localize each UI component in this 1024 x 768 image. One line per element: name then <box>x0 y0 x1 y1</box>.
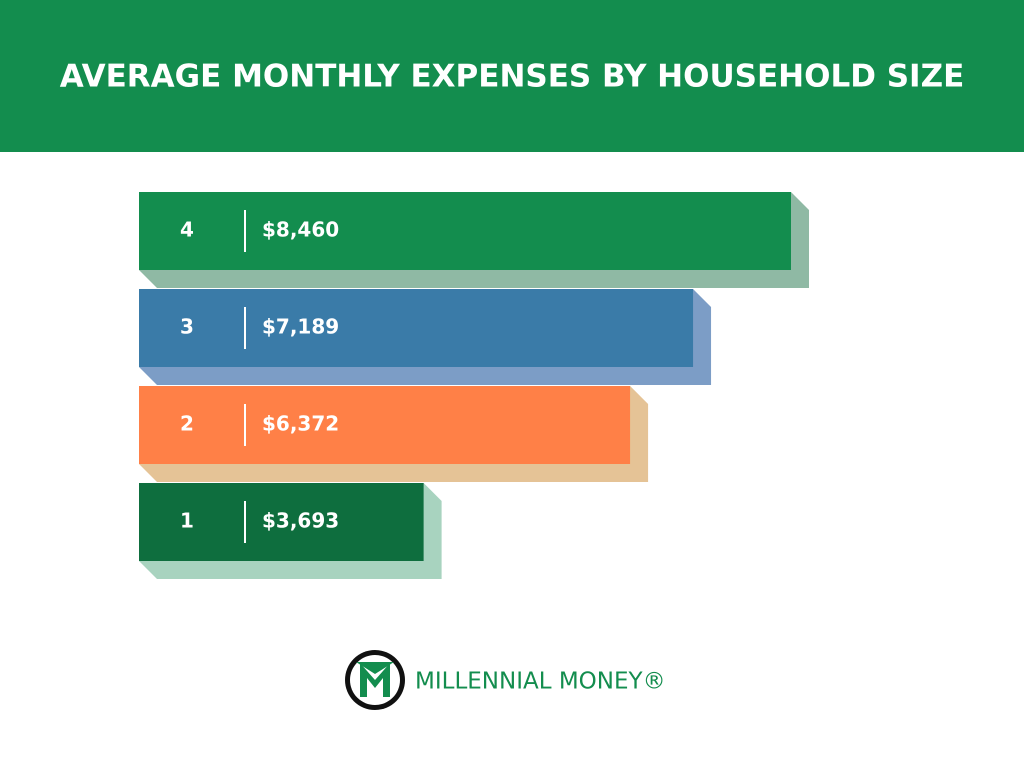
category-label: 1 <box>180 509 194 533</box>
value-label: $7,189 <box>262 315 339 339</box>
category-label: 2 <box>180 412 194 436</box>
category-label: 3 <box>180 315 194 339</box>
bar <box>139 289 694 367</box>
logo <box>345 650 405 710</box>
logo-v <box>356 662 394 674</box>
value-label: $3,693 <box>262 509 339 533</box>
chart-title: AVERAGE MONTHLY EXPENSES BY HOUSEHOLD SI… <box>60 59 965 95</box>
brand-name: MILLENNIAL MONEY® <box>415 669 666 695</box>
header-band <box>0 0 1024 152</box>
category-label: 4 <box>180 218 194 242</box>
logo-m <box>360 663 390 697</box>
bar <box>139 483 424 561</box>
value-label: $8,460 <box>262 218 339 242</box>
bar <box>139 192 791 270</box>
value-label: $6,372 <box>262 412 339 436</box>
bar <box>139 386 631 464</box>
